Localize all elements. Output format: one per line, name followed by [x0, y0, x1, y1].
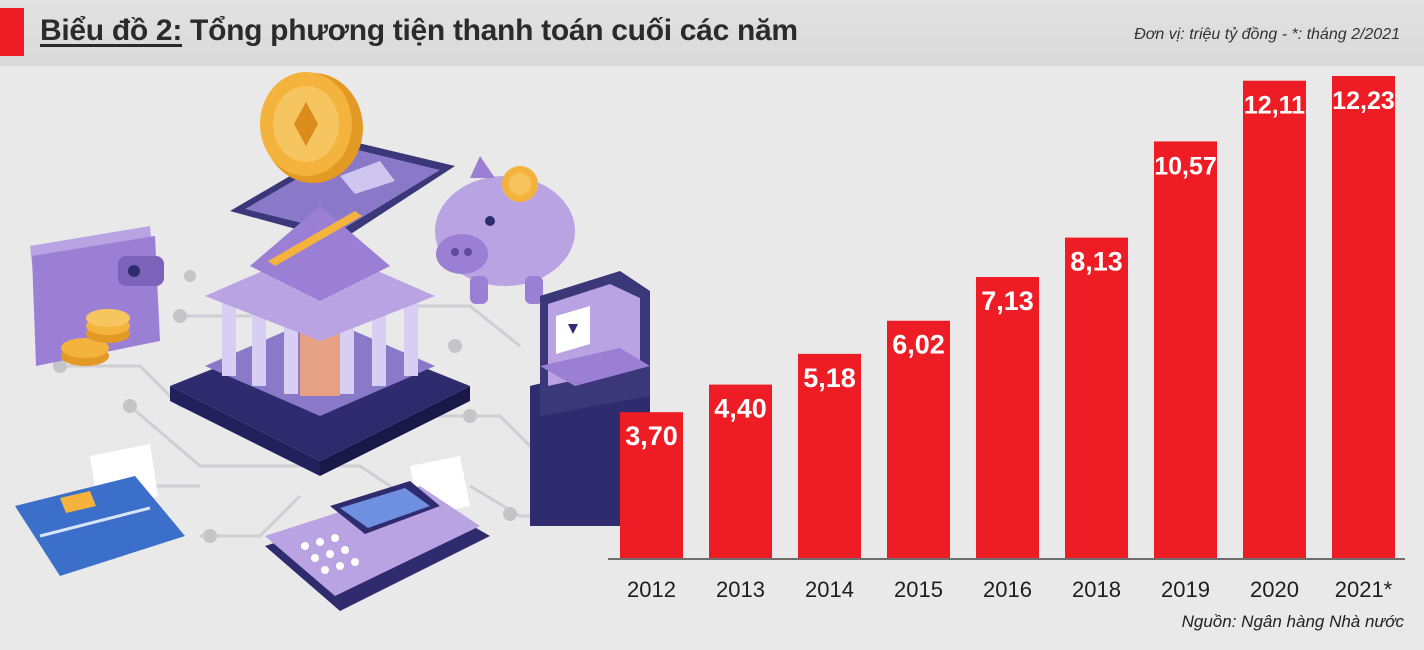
bar-value-label: 8,13 [1070, 247, 1123, 277]
bar-2015 [887, 320, 950, 558]
x-tick-label: 2012 [627, 577, 676, 602]
connector-dots-icon [53, 270, 517, 543]
x-tick-label: 2021* [1335, 577, 1393, 602]
atm-icon [530, 271, 650, 526]
bar-2019 [1154, 141, 1217, 558]
x-tick-label: 2015 [894, 577, 943, 602]
bar-value-label: 12,23 [1332, 87, 1395, 115]
piggy-bank-icon [435, 156, 575, 304]
x-tick-label: 2013 [716, 577, 765, 602]
bar-value-label: 12,11 [1244, 92, 1305, 120]
x-tick-label: 2019 [1161, 577, 1210, 602]
bar-value-label: 7,13 [981, 286, 1034, 316]
unit-note: Đơn vị: triệu tỷ đồng - *: tháng 2/2021 [1134, 26, 1400, 43]
x-tick-label: 2016 [983, 577, 1032, 602]
chart-title-text: Tổng phương tiện thanh toán cuối các năm [182, 14, 798, 47]
bar-value-label: 6,02 [892, 330, 945, 360]
accent-strip [0, 8, 24, 56]
bar-2012 [620, 412, 683, 558]
x-tick-label: 2014 [805, 577, 854, 602]
bar-2020 [1243, 80, 1306, 558]
finance-illustration [15, 72, 650, 611]
header-band [0, 0, 1424, 66]
bar-2016 [976, 276, 1039, 558]
gold-coin-icon [260, 72, 363, 183]
bar-2014 [798, 353, 861, 558]
bar-value-label: 4,40 [714, 394, 767, 424]
bar-value-label: 3,70 [625, 421, 678, 451]
coin-stack-icon [61, 309, 130, 366]
chart-title-prefix: Biểu đồ 2: [40, 14, 183, 47]
chart-title: Biểu đồ 2: Tổng phương tiện thanh toán c… [40, 14, 798, 54]
bar-2013 [709, 384, 772, 558]
x-tick-label: 2020 [1250, 577, 1299, 602]
card-terminal-icon [265, 456, 490, 611]
bar-value-label: 5,18 [803, 363, 856, 393]
tablet-icon [230, 141, 455, 241]
x-tick-label: 2018 [1072, 577, 1121, 602]
credit-card-icon [15, 444, 185, 576]
bar-value-label: 10,57 [1154, 152, 1217, 180]
bar-2018 [1065, 237, 1128, 559]
bar-2021* [1332, 76, 1395, 558]
source-note: Nguồn: Ngân hàng Nhà nước [1181, 612, 1404, 631]
bank-icon [170, 206, 470, 476]
